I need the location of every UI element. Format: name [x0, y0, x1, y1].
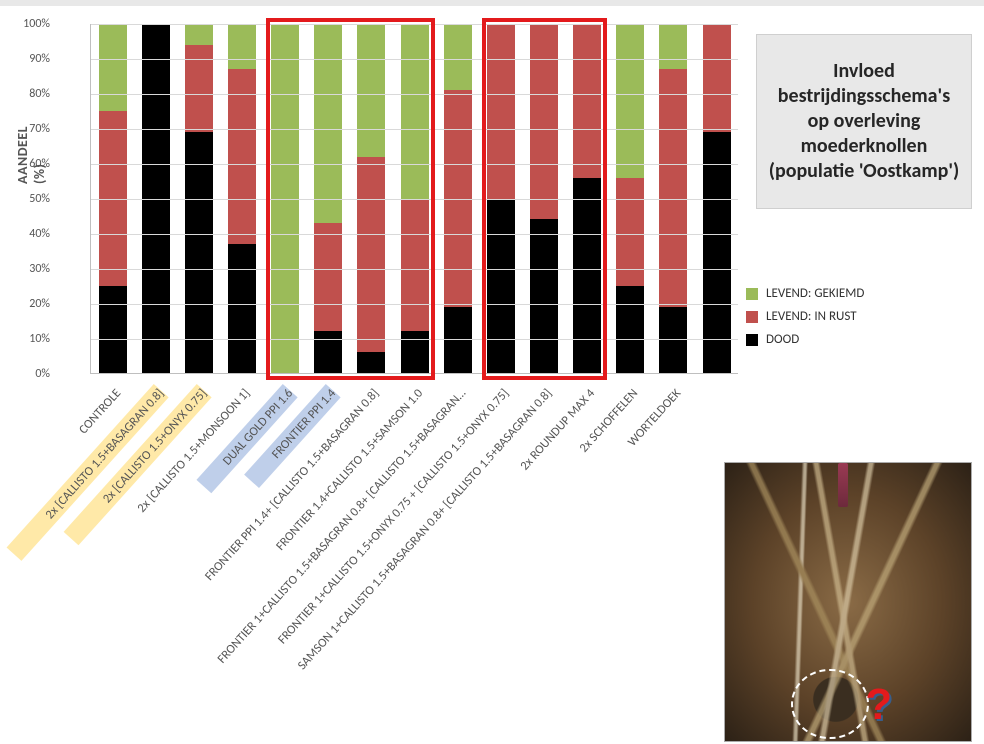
- page: Invloed bestrijdingsschema's op overlevi…: [0, 6, 984, 744]
- bar-segment-germinated: [444, 24, 472, 90]
- root-stem: [838, 463, 848, 507]
- legend-label: LEVEND: IN RUST: [766, 309, 857, 324]
- y-tick: 30%: [16, 262, 50, 276]
- bar-segment-germinated: [185, 24, 213, 45]
- legend: LEVEND: GEKIEMD LEVEND: IN RUST DOOD: [746, 286, 864, 355]
- legend-item: LEVEND: GEKIEMD: [746, 286, 864, 301]
- bar-segment-dead: [185, 132, 213, 373]
- y-tick: 20%: [16, 297, 50, 311]
- y-tick: 10%: [16, 332, 50, 346]
- y-tick: 60%: [16, 157, 50, 171]
- legend-item: LEVEND: IN RUST: [746, 309, 864, 324]
- bar-segment-dead: [99, 286, 127, 373]
- bar-segment-dormant: [659, 69, 687, 306]
- bar-segment-dormant: [228, 69, 256, 244]
- x-labels-container: CONTROLE2x [CALLISTO 1.5+BASAGRAN 0.8]2x…: [91, 374, 738, 744]
- legend-label: DOOD: [766, 332, 799, 347]
- bar-segment-germinated: [228, 24, 256, 69]
- bar-segment-germinated: [659, 24, 687, 69]
- question-mark: ?: [865, 680, 892, 730]
- y-tick: 80%: [16, 87, 50, 101]
- legend-swatch: [746, 288, 758, 300]
- y-tick: 40%: [16, 227, 50, 241]
- bar-segment-dead: [703, 132, 731, 373]
- dashed-ellipse: [791, 669, 869, 740]
- legend-item: DOOD: [746, 332, 864, 347]
- x-label-slot: WORTELDOEK: [652, 374, 695, 744]
- y-tick: 50%: [16, 192, 50, 206]
- red-highlight-box: [266, 18, 435, 380]
- legend-swatch: [746, 334, 758, 346]
- legend-swatch: [746, 311, 758, 323]
- bar-segment-dead: [228, 244, 256, 373]
- title-text: Invloed bestrijdingsschema's op overlevi…: [765, 59, 963, 184]
- legend-label: LEVEND: GEKIEMD: [766, 286, 864, 301]
- y-tick: 90%: [16, 52, 50, 66]
- y-tick: 70%: [16, 122, 50, 136]
- y-tick: 0%: [16, 367, 50, 381]
- bar-segment-dead: [616, 286, 644, 373]
- red-highlight-box: [482, 18, 608, 380]
- plot-area: CONTROLE2x [CALLISTO 1.5+BASAGRAN 0.8]2x…: [90, 24, 738, 374]
- y-tick: 100%: [16, 17, 50, 31]
- bar-segment-dormant: [703, 24, 731, 132]
- bar-segment-germinated: [616, 24, 644, 178]
- root-photo: ?: [724, 462, 972, 742]
- title-box: Invloed bestrijdingsschema's op overlevi…: [756, 34, 972, 209]
- bar-segment-germinated: [99, 24, 127, 111]
